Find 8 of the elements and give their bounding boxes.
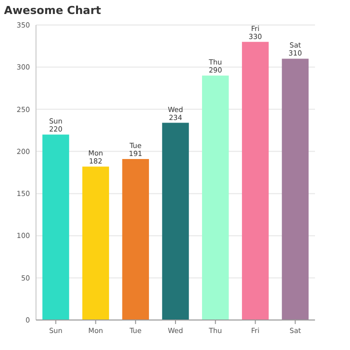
bar xyxy=(282,58,309,320)
bar xyxy=(162,122,189,320)
bar xyxy=(202,76,229,320)
chart-title: Awesome Chart xyxy=(4,4,102,17)
bar xyxy=(42,134,70,320)
bar xyxy=(242,42,269,320)
bar xyxy=(82,166,110,320)
bar xyxy=(122,159,149,320)
